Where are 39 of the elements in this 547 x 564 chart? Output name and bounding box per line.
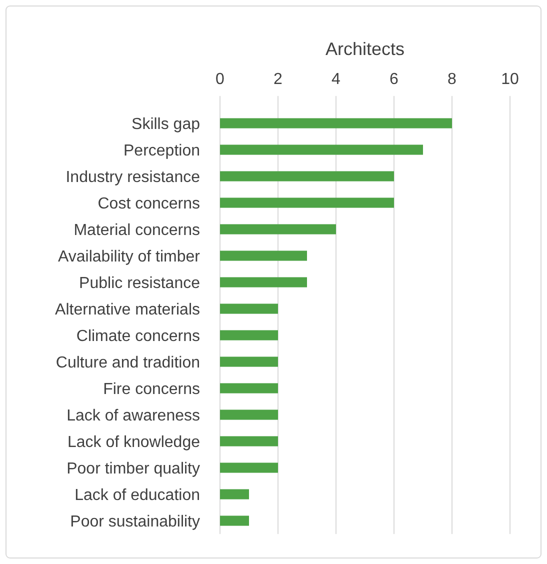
y-tick-label: Cost concerns: [98, 195, 200, 212]
x-tick-label: 10: [501, 71, 519, 88]
bar: [220, 356, 278, 367]
x-tick-label: 6: [390, 71, 399, 88]
bar: [220, 330, 278, 340]
x-axis-title: Architects: [325, 39, 405, 59]
x-tick-label: 0: [216, 71, 225, 88]
bar: [220, 436, 278, 446]
y-tick-label: Lack of awareness: [66, 407, 200, 424]
bar: [220, 118, 452, 128]
y-tick-label: Alternative materials: [55, 301, 200, 318]
bar: [220, 462, 278, 473]
y-tick-label: Climate concerns: [76, 328, 200, 345]
bar: [220, 144, 423, 155]
x-tick-label: 8: [448, 71, 457, 88]
y-tick-label: Lack of education: [74, 486, 200, 504]
x-tick-label: 4: [332, 71, 341, 88]
y-tick-label: Perception: [124, 142, 200, 160]
bar: [220, 171, 394, 182]
y-tick-label: Public resistance: [79, 274, 200, 292]
y-tick-label: Poor sustainability: [70, 513, 200, 530]
y-tick-label: Poor timber quality: [66, 460, 200, 478]
bar: [220, 489, 249, 500]
x-tick-label: 2: [274, 71, 283, 88]
y-tick-label: Material concerns: [74, 222, 200, 239]
y-tick-label: Fire concerns: [103, 380, 200, 398]
y-tick-label: Industry resistance: [66, 168, 200, 186]
bar: [220, 250, 307, 261]
y-tick-label: Culture and tradition: [56, 354, 200, 372]
bar: [220, 277, 307, 288]
bar: [220, 516, 249, 526]
y-tick-label: Lack of knowledge: [67, 434, 200, 451]
y-tick-label: Availability of timber: [58, 248, 201, 266]
bar: [220, 383, 278, 394]
bar: [220, 224, 336, 234]
bar: [220, 410, 278, 420]
bar: [220, 198, 394, 208]
bar: [220, 304, 278, 314]
y-tick-label: Skills gap: [132, 116, 200, 133]
